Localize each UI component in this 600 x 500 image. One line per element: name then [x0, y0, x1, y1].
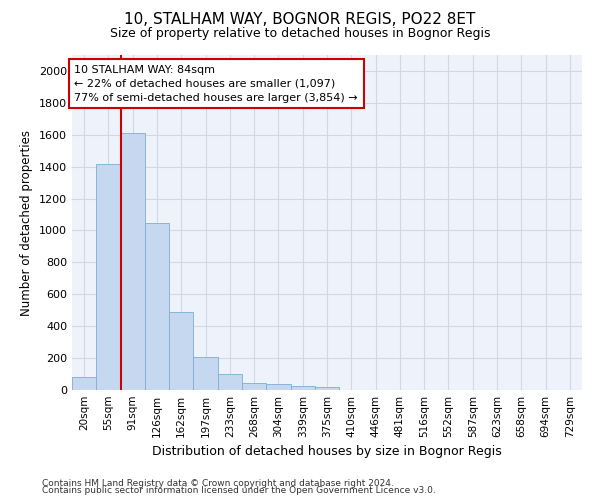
- Text: Size of property relative to detached houses in Bognor Regis: Size of property relative to detached ho…: [110, 28, 490, 40]
- Bar: [96, 164, 121, 390]
- X-axis label: Distribution of detached houses by size in Bognor Regis: Distribution of detached houses by size …: [152, 446, 502, 458]
- Bar: [193, 358, 218, 390]
- Bar: [121, 133, 145, 390]
- Bar: [218, 374, 242, 390]
- Text: Contains HM Land Registry data © Crown copyright and database right 2024.: Contains HM Land Registry data © Crown c…: [42, 478, 394, 488]
- Y-axis label: Number of detached properties: Number of detached properties: [20, 130, 34, 316]
- Bar: [169, 312, 193, 390]
- Text: Contains public sector information licensed under the Open Government Licence v3: Contains public sector information licen…: [42, 486, 436, 495]
- Bar: [315, 387, 339, 390]
- Text: 10 STALHAM WAY: 84sqm
← 22% of detached houses are smaller (1,097)
77% of semi-d: 10 STALHAM WAY: 84sqm ← 22% of detached …: [74, 64, 358, 102]
- Bar: [145, 223, 169, 390]
- Bar: [290, 386, 315, 390]
- Bar: [266, 384, 290, 390]
- Text: 10, STALHAM WAY, BOGNOR REGIS, PO22 8ET: 10, STALHAM WAY, BOGNOR REGIS, PO22 8ET: [124, 12, 476, 28]
- Bar: [242, 382, 266, 390]
- Bar: [72, 377, 96, 390]
